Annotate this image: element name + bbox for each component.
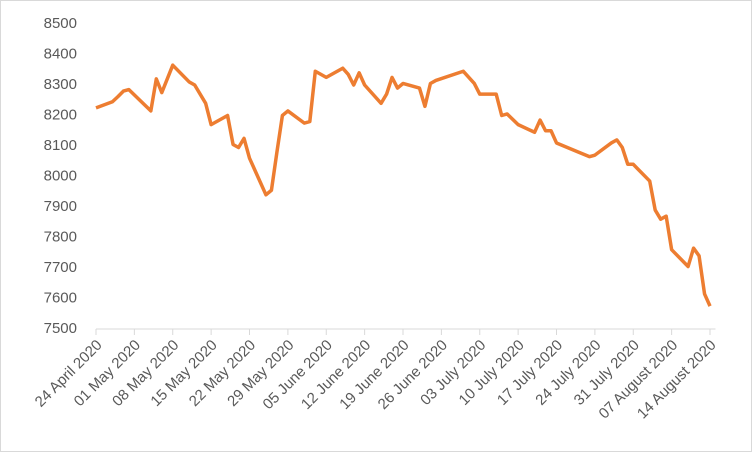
y-tick-label: 7600: [44, 289, 77, 306]
y-tick-label: 8500: [44, 15, 77, 32]
y-tick-label: 8100: [44, 137, 77, 154]
y-tick-label: 8200: [44, 106, 77, 123]
y-tick-label: 8400: [44, 45, 77, 62]
y-tick-label: 7800: [44, 228, 77, 245]
y-tick-label: 8300: [44, 76, 77, 93]
y-tick-label: 7500: [44, 320, 77, 337]
y-tick-label: 7700: [44, 259, 77, 276]
y-tick-label: 8000: [44, 167, 77, 184]
y-tick-label: 7900: [44, 198, 77, 215]
data-line: [95, 63, 712, 307]
